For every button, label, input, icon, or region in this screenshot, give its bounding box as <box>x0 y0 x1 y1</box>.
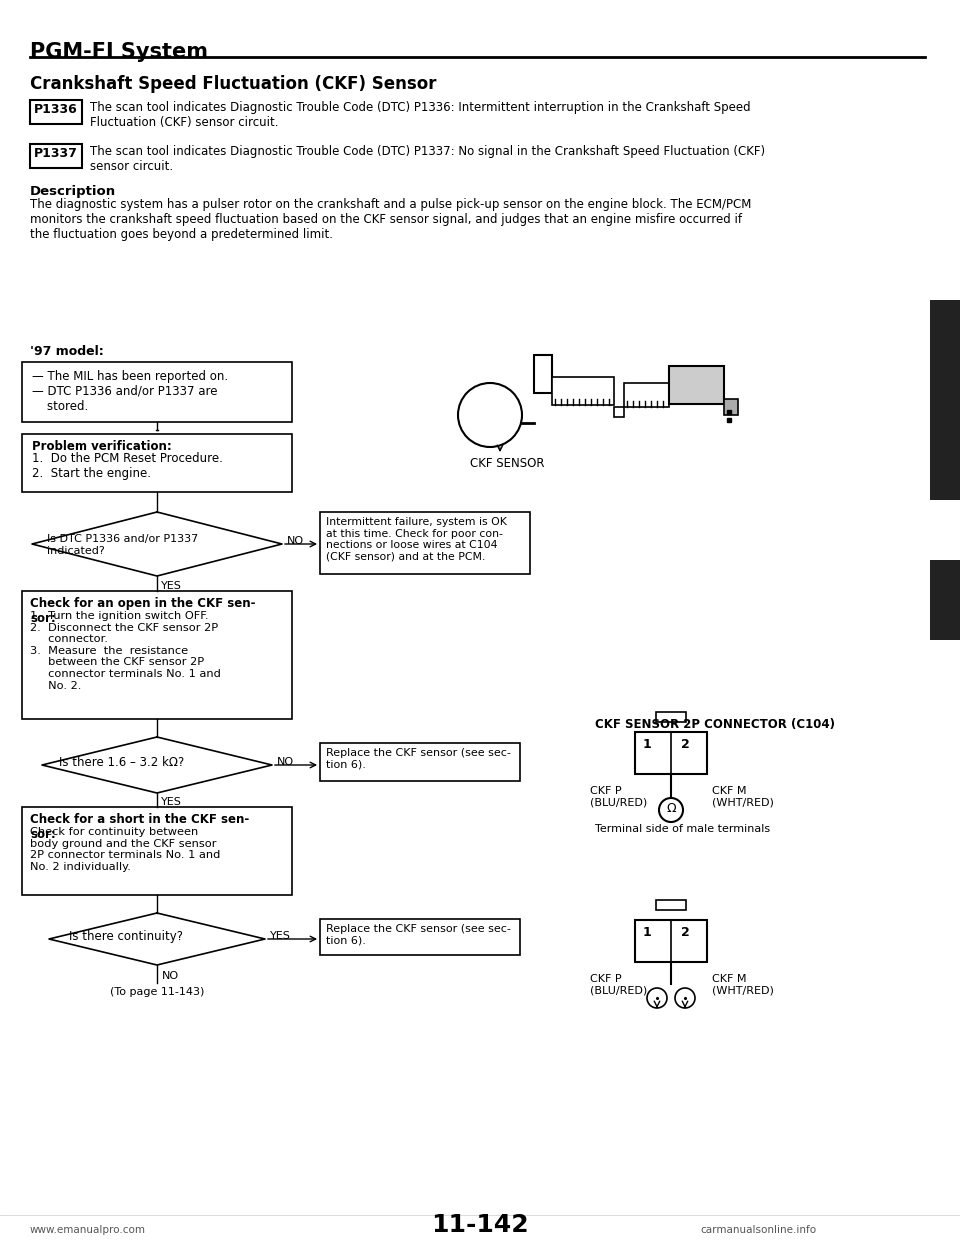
Bar <box>534 355 552 392</box>
Text: Check for a short in the CKF sen-
sor:: Check for a short in the CKF sen- sor: <box>30 814 250 841</box>
Text: CKF SENSOR 2P CONNECTOR (C104): CKF SENSOR 2P CONNECTOR (C104) <box>595 718 835 732</box>
Text: NO: NO <box>277 758 294 768</box>
Bar <box>656 900 686 910</box>
Text: Check for an open in the CKF sen-
sor:: Check for an open in the CKF sen- sor: <box>30 597 255 625</box>
Bar <box>635 920 707 963</box>
Text: YES: YES <box>161 581 181 591</box>
Bar <box>724 399 738 415</box>
Bar <box>22 807 292 895</box>
Bar <box>614 407 624 417</box>
Text: The diagnostic system has a pulser rotor on the crankshaft and a pulse pick-up s: The diagnostic system has a pulser rotor… <box>30 197 752 241</box>
Bar <box>30 144 82 168</box>
Text: Crankshaft Speed Fluctuation (CKF) Sensor: Crankshaft Speed Fluctuation (CKF) Senso… <box>30 75 437 93</box>
Text: carmanualsonline.info: carmanualsonline.info <box>700 1225 816 1235</box>
Text: CKF M
(WHT/RED): CKF M (WHT/RED) <box>712 786 774 807</box>
Text: Replace the CKF sensor (see sec-
tion 6).: Replace the CKF sensor (see sec- tion 6)… <box>326 748 511 770</box>
Text: www.emanualpro.com: www.emanualpro.com <box>30 1225 146 1235</box>
Text: 1.  Do the PCM Reset Procedure.
2.  Start the engine.: 1. Do the PCM Reset Procedure. 2. Start … <box>32 452 223 479</box>
Bar <box>552 378 614 405</box>
Text: 11-142: 11-142 <box>431 1213 529 1237</box>
Text: CKF M
(WHT/RED): CKF M (WHT/RED) <box>712 974 774 996</box>
Text: 1.  Turn the ignition switch OFF.
2.  Disconnect the CKF sensor 2P
     connecto: 1. Turn the ignition switch OFF. 2. Disc… <box>30 611 221 691</box>
Text: P1337: P1337 <box>34 147 78 160</box>
Text: Problem verification:: Problem verification: <box>32 440 172 453</box>
Text: Intermittent failure, system is OK
at this time. Check for poor con-
nections or: Intermittent failure, system is OK at th… <box>326 517 507 561</box>
Text: 2: 2 <box>681 738 689 751</box>
Polygon shape <box>49 913 265 965</box>
Text: Ω: Ω <box>666 801 676 815</box>
Text: 1: 1 <box>643 738 652 751</box>
Text: — The MIL has been reported on.
— DTC P1336 and/or P1337 are
    stored.: — The MIL has been reported on. — DTC P1… <box>32 370 228 414</box>
Text: Is DTC P1336 and/or P1337
indicated?: Is DTC P1336 and/or P1337 indicated? <box>47 534 199 555</box>
Bar <box>320 743 520 781</box>
Polygon shape <box>32 512 282 576</box>
Text: Replace the CKF sensor (see sec-
tion 6).: Replace the CKF sensor (see sec- tion 6)… <box>326 924 511 945</box>
Text: NO: NO <box>287 537 304 546</box>
Text: P1336: P1336 <box>34 103 78 116</box>
Text: Description: Description <box>30 185 116 197</box>
Bar <box>320 919 520 955</box>
Bar <box>930 560 960 640</box>
Bar <box>624 383 669 407</box>
Text: Is there continuity?: Is there continuity? <box>69 930 183 943</box>
Text: Terminal side of male terminals: Terminal side of male terminals <box>595 823 770 833</box>
Text: 2: 2 <box>681 927 689 939</box>
Polygon shape <box>42 737 272 792</box>
Bar <box>320 512 530 574</box>
Bar <box>656 712 686 722</box>
Bar <box>22 361 292 422</box>
Text: '97 model:: '97 model: <box>30 345 104 358</box>
Bar <box>30 101 82 124</box>
Text: NO: NO <box>162 971 180 981</box>
Text: CKF SENSOR: CKF SENSOR <box>470 457 544 469</box>
Bar <box>635 732 707 774</box>
Text: PGM-FI System: PGM-FI System <box>30 42 208 62</box>
Text: CKF P
(BLU/RED): CKF P (BLU/RED) <box>590 786 647 807</box>
Text: CKF P
(BLU/RED): CKF P (BLU/RED) <box>590 974 647 996</box>
Text: The scan tool indicates Diagnostic Trouble Code (DTC) P1337: No signal in the Cr: The scan tool indicates Diagnostic Troub… <box>90 145 765 173</box>
Text: YES: YES <box>270 932 291 941</box>
Text: (To page 11-143): (To page 11-143) <box>109 987 204 997</box>
Text: Is there 1.6 – 3.2 kΩ?: Is there 1.6 – 3.2 kΩ? <box>59 756 184 769</box>
Bar <box>669 366 724 404</box>
Text: YES: YES <box>161 797 181 807</box>
Bar <box>22 591 292 719</box>
Bar <box>22 433 292 492</box>
Bar <box>930 301 960 501</box>
Text: 1: 1 <box>643 927 652 939</box>
Text: The scan tool indicates Diagnostic Trouble Code (DTC) P1336: Intermittent interr: The scan tool indicates Diagnostic Troub… <box>90 101 751 129</box>
Text: Check for continuity between
body ground and the CKF sensor
2P connector termina: Check for continuity between body ground… <box>30 827 221 872</box>
